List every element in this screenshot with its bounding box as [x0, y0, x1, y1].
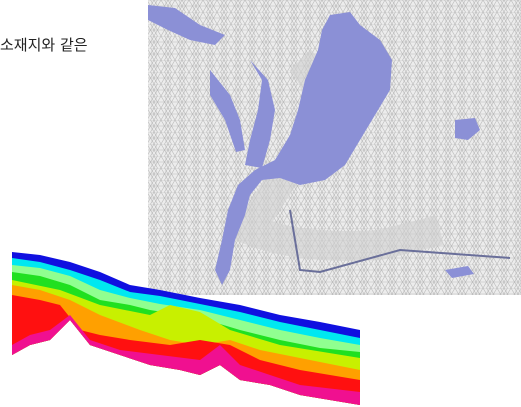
page: 소재지와 같은 (() => { const data = JSON.parse…	[0, 0, 521, 407]
mesh-image	[148, 0, 521, 295]
figures	[0, 0, 521, 407]
